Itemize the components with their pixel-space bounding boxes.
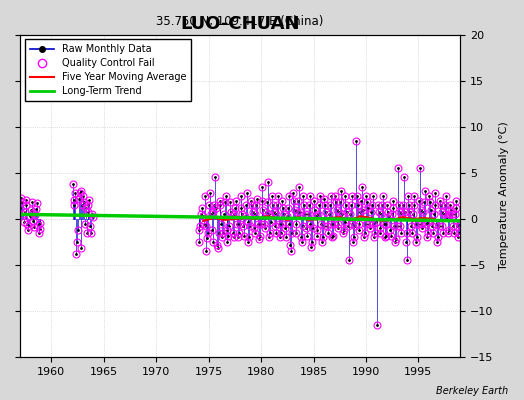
Y-axis label: Temperature Anomaly (°C): Temperature Anomaly (°C) — [499, 122, 509, 270]
Text: Berkeley Earth: Berkeley Earth — [436, 386, 508, 396]
Title: LUO-CHUAN: LUO-CHUAN — [180, 15, 300, 33]
Text: 35.750 N, 109.417 E (China): 35.750 N, 109.417 E (China) — [157, 15, 324, 28]
Legend: Raw Monthly Data, Quality Control Fail, Five Year Moving Average, Long-Term Tren: Raw Monthly Data, Quality Control Fail, … — [25, 40, 191, 101]
